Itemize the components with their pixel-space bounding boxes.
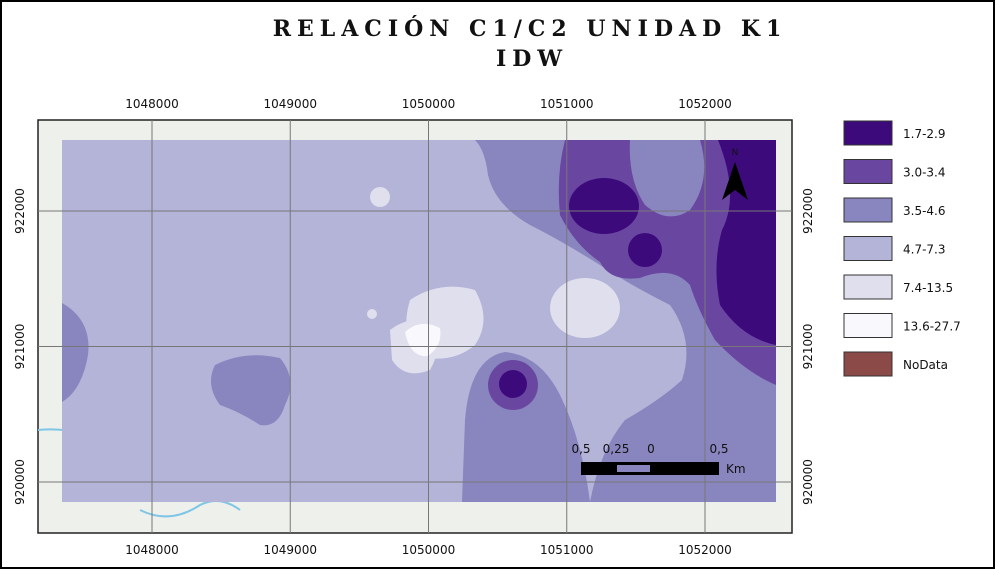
legend-swatch [843,351,893,377]
scale-unit: Km [726,462,746,476]
y-coordinate-label: 920000 [13,459,27,505]
scale-label: 0,5 [571,442,590,456]
raster-class-region [62,303,89,402]
raster-class-region [405,323,441,357]
graticule: 1048000 1048000 1049000 1049000 1050000 10500… [13,97,815,557]
x-coordinate-label: 1051000 [540,543,593,557]
raster-class-region [367,309,377,319]
legend-swatch [843,274,893,300]
legend-swatch [843,159,893,184]
y-coordinate-label: 920000 [801,459,815,505]
legend-label: 1.7-2.9 [903,127,946,141]
scale-label: 0,5 [709,442,728,456]
x-coordinate-label: 1049000 [264,543,317,557]
scale-label: 0,25 [603,442,630,456]
legend-swatch [843,236,893,261]
subtitle: IDW [496,46,568,72]
legend: 1.7-2.9 3.0-3.4 3.5-4.6 4.7-7.3 7.4-13.5 13.6… [843,120,961,377]
legend-label: 7.4-13.5 [903,281,953,295]
legend-label: 3.5-4.6 [903,204,946,218]
x-coordinate-label: 1052000 [678,97,731,111]
north-label: N [732,148,739,158]
scale-label: 0 [647,442,655,456]
x-coordinate-label: 1048000 [125,543,178,557]
idw-raster [62,140,776,502]
raster-class-region [629,140,705,217]
title: RELACIÓN C1/C2 UNIDAD K1 [273,15,788,42]
y-coordinate-label: 922000 [801,188,815,234]
north-arrow: N [722,148,748,200]
x-coordinate-label: 1050000 [402,97,455,111]
y-coordinate-label: 921000 [13,324,27,370]
x-coordinate-label: 1049000 [264,97,317,111]
raster-class-region [550,278,620,338]
y-coordinate-label: 922000 [13,188,27,234]
x-coordinate-label: 1050000 [402,543,455,557]
raster-class-region [211,355,291,426]
scale-bar-segment [617,465,650,472]
x-coordinate-label: 1051000 [540,97,593,111]
legend-label: 4.7-7.3 [903,243,946,257]
raster-class-region [499,370,527,398]
legend-label: 3.0-3.4 [903,166,946,180]
raster-class-region [628,233,662,267]
legend-label: 13.6-27.7 [903,320,961,334]
legend-swatch [843,197,893,223]
north-arrow-shape [722,162,748,200]
legend-swatch [843,120,893,146]
x-coordinate-label: 1052000 [678,543,731,557]
legend-swatch [843,313,893,338]
raster-class-region [370,187,390,207]
y-coordinate-label: 921000 [801,324,815,370]
raster-class-region [569,178,639,234]
x-coordinate-label: 1048000 [125,97,178,111]
scale-bar: 0,5 0,25 0 0,5 Km [571,442,745,476]
legend-label: NoData [903,358,948,372]
